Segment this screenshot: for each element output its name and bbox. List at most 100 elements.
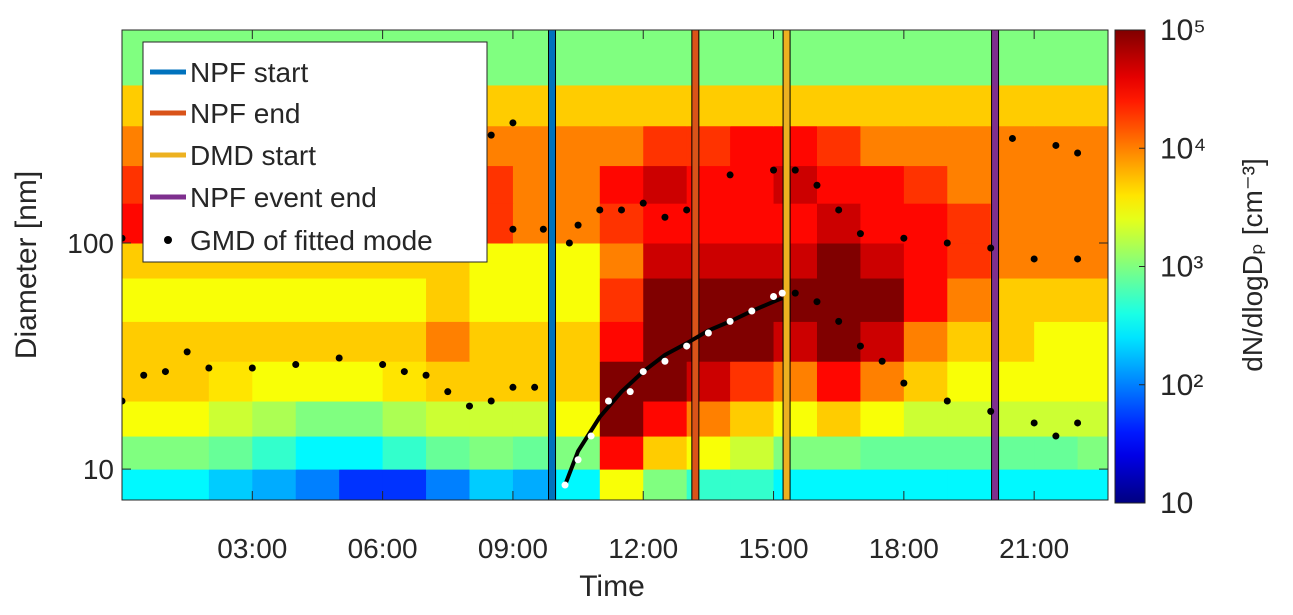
gmd-point <box>770 166 778 174</box>
heat-cell <box>860 436 905 470</box>
gmd-point <box>596 206 604 214</box>
legend: NPF start NPF end DMD start NPF event end GM… <box>142 41 488 263</box>
legend-label: NPF start <box>190 57 308 88</box>
heat-cell <box>730 203 775 244</box>
heat-cell <box>469 278 514 322</box>
gmd-point <box>878 357 886 365</box>
heat-cell <box>643 125 688 167</box>
heat-cell <box>165 401 210 437</box>
heat-cell <box>773 469 818 500</box>
heat-cell <box>773 125 818 167</box>
heat-cell <box>773 361 818 402</box>
heat-cell <box>1034 436 1079 470</box>
gmd-point <box>122 234 126 242</box>
heat-cell <box>165 278 210 322</box>
heat-cell <box>295 361 340 402</box>
heat-cell <box>556 242 601 279</box>
heat-cell <box>947 401 992 437</box>
heat-cell <box>426 278 470 322</box>
heat-cell <box>1034 203 1079 244</box>
legend-box <box>142 41 488 263</box>
heat-cell <box>643 203 688 244</box>
heat-cell <box>252 469 297 500</box>
gmd-point <box>835 206 843 214</box>
heat-cell <box>208 401 253 437</box>
heat-cell <box>295 401 340 437</box>
heat-cell <box>208 469 253 500</box>
legend-label: NPF event end <box>190 182 377 213</box>
axes: 03:00 06:00 09:00 12:00 15:00 18:00 21:00 10 100… <box>67 14 1206 564</box>
fit-point <box>587 432 595 440</box>
heat-cell <box>903 125 948 167</box>
gmd-point <box>444 388 452 396</box>
fit-point <box>561 481 569 489</box>
heat-cell <box>208 278 253 322</box>
y-tick-label: 100 <box>67 228 114 259</box>
heat-cell <box>426 469 470 500</box>
heat-cell <box>903 203 948 244</box>
gmd-point <box>465 402 473 410</box>
gmd-point <box>248 364 256 372</box>
heat-cell <box>426 401 470 437</box>
heat-cell <box>208 436 253 470</box>
gmd-point <box>335 354 343 362</box>
heat-cell <box>730 125 775 167</box>
heat-cell <box>556 84 601 127</box>
heat-cell <box>730 401 775 437</box>
x-tick-label: 18:00 <box>869 533 939 564</box>
heat-cell <box>122 436 166 470</box>
heat-cell <box>947 203 992 244</box>
heat-cell <box>816 361 861 402</box>
heat-cell <box>339 278 384 322</box>
heat-cell <box>860 203 905 244</box>
fit-point <box>574 456 582 464</box>
heat-cell <box>1034 242 1079 279</box>
heat-cell <box>382 361 427 402</box>
heat-cell <box>643 469 688 500</box>
gmd-point <box>1074 419 1082 427</box>
legend-label: NPF end <box>190 98 301 129</box>
gmd-point <box>422 371 430 379</box>
heat-cell <box>773 84 818 127</box>
heat-cell <box>860 30 905 86</box>
heat-cell <box>599 242 644 279</box>
heat-cell <box>730 30 775 86</box>
heat-cell <box>252 401 297 437</box>
heat-cell <box>947 361 992 402</box>
heat-cell <box>730 278 775 322</box>
gmd-point <box>140 371 148 379</box>
y-tick-label: 10 <box>83 454 114 485</box>
heat-cell <box>947 278 992 322</box>
heat-cell <box>252 278 297 322</box>
heat-cell <box>947 242 992 279</box>
gmd-point <box>900 379 908 387</box>
colorbar-tick-label: 10⁴ <box>1160 132 1206 165</box>
heat-cell <box>599 469 644 500</box>
heat-cell <box>643 84 688 127</box>
heat-cell <box>730 242 775 279</box>
heat-cell <box>816 30 861 86</box>
heat-cell <box>469 361 514 402</box>
gmd-point <box>639 199 647 207</box>
gmd-point <box>813 181 821 189</box>
heat-cell <box>599 30 644 86</box>
heat-cell <box>599 125 644 167</box>
heat-cell <box>947 30 992 86</box>
heat-cell <box>903 401 948 437</box>
gmd-point <box>487 131 495 139</box>
heat-cell <box>903 242 948 279</box>
heat-cell <box>816 469 861 500</box>
heat-cell <box>252 436 297 470</box>
heat-cell <box>643 278 688 322</box>
gmd-point <box>661 213 669 221</box>
heat-cell <box>165 436 210 470</box>
heat-cell <box>208 361 253 402</box>
legend-swatch <box>164 236 172 244</box>
gmd-point <box>900 234 908 242</box>
heat-cell <box>1077 125 1108 167</box>
fit-point <box>683 342 691 350</box>
heat-cell <box>1077 165 1108 204</box>
x-tick-label: 21:00 <box>999 533 1069 564</box>
heat-cell <box>599 278 644 322</box>
gmd-point <box>487 397 495 405</box>
